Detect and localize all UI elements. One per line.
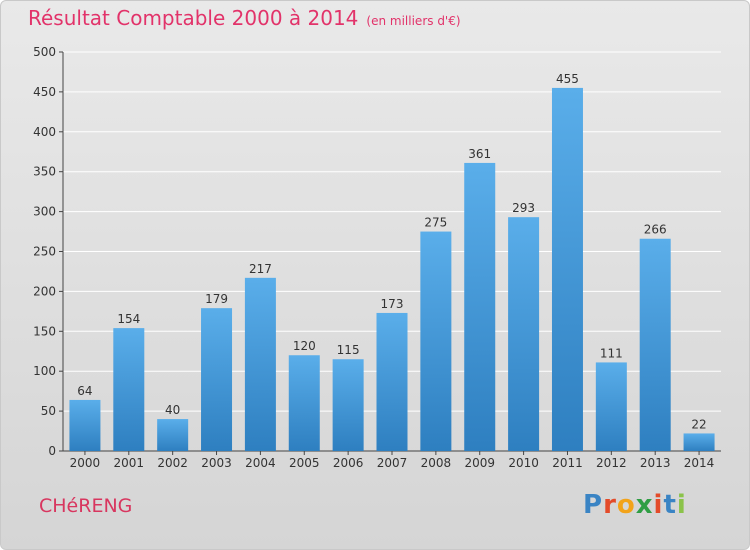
- x-tick-labels: 2000 2001 2002 2003 2004 2005 2006 2007 2008 2009…: [70, 451, 715, 470]
- logo-letter: t: [663, 490, 677, 520]
- data-label: 120: [293, 339, 316, 353]
- x-tick-label: 2006: [333, 456, 364, 470]
- bar: [683, 433, 715, 451]
- bars: [69, 87, 715, 451]
- logo-letter: o: [616, 490, 636, 520]
- y-tick-label: 200: [33, 284, 56, 298]
- data-label: 64: [77, 384, 92, 398]
- data-label: 22: [691, 417, 706, 431]
- y-tick-label: 500: [33, 45, 56, 59]
- data-label: 293: [512, 201, 535, 215]
- x-tick-label: 2002: [157, 456, 188, 470]
- chart-title: Résultat Comptable 2000 à 2014 (en millie…: [28, 6, 461, 30]
- bar: [332, 359, 364, 451]
- bar: [244, 277, 276, 451]
- data-label: 266: [644, 223, 667, 237]
- data-label: 115: [337, 343, 360, 357]
- data-label: 455: [556, 72, 579, 86]
- x-tick-label: 2001: [114, 456, 145, 470]
- bar: [464, 162, 496, 451]
- data-label: 179: [205, 292, 228, 306]
- bar: [508, 217, 540, 451]
- x-tick-label: 2008: [421, 456, 452, 470]
- chart-unit: (en milliers d'€): [366, 14, 461, 28]
- x-tick-label: 2004: [245, 456, 276, 470]
- y-tick-label: 0: [48, 444, 56, 458]
- commune-name: CHéRENG: [39, 495, 133, 517]
- x-tick-label: 2013: [640, 456, 671, 470]
- proxiti-logo: Proxiti: [583, 490, 687, 520]
- logo-letter: x: [635, 490, 654, 520]
- bar: [288, 355, 320, 451]
- bar: [639, 238, 671, 451]
- data-label: 111: [600, 346, 623, 360]
- data-label: 173: [381, 297, 404, 311]
- data-label: 40: [165, 403, 180, 417]
- logo-letter: i: [653, 490, 664, 520]
- x-tick-label: 2012: [596, 456, 627, 470]
- data-labels: 64 154 40 179 217 120 115 173 275 361 293 455 111 266…: [77, 72, 706, 432]
- y-tick-label: 250: [33, 245, 56, 259]
- y-tick-label: 350: [33, 165, 56, 179]
- x-tick-label: 2000: [70, 456, 101, 470]
- bar: [595, 362, 627, 451]
- x-tick-label: 2005: [289, 456, 320, 470]
- data-label: 154: [117, 312, 140, 326]
- chart-title-text: Résultat Comptable 2000 à 2014: [28, 6, 359, 30]
- y-tick-label: 50: [41, 404, 56, 418]
- y-tick-label: 100: [33, 364, 56, 378]
- y-tick-labels: 0 50 100 150 200 250 300 350 400 450 500: [33, 45, 56, 458]
- data-label: 217: [249, 262, 272, 276]
- bar: [157, 419, 189, 451]
- y-tick-label: 300: [33, 205, 56, 219]
- bar: [69, 399, 101, 451]
- bar: [201, 308, 233, 451]
- bar: [376, 312, 408, 451]
- bar: [551, 87, 583, 451]
- logo-letter: i: [676, 490, 687, 520]
- x-tick-label: 2003: [201, 456, 232, 470]
- logo-letter: P: [583, 490, 604, 520]
- data-label: 361: [468, 147, 491, 161]
- bar: [420, 231, 452, 451]
- x-tick-label: 2010: [508, 456, 539, 470]
- bar: [113, 328, 145, 451]
- x-tick-label: 2014: [684, 456, 715, 470]
- y-tick-label: 150: [33, 324, 56, 338]
- y-tick-label: 450: [33, 85, 56, 99]
- x-tick-label: 2009: [464, 456, 495, 470]
- x-tick-label: 2011: [552, 456, 583, 470]
- logo-letter: r: [603, 490, 617, 520]
- x-tick-label: 2007: [377, 456, 408, 470]
- data-label: 275: [424, 216, 447, 230]
- y-tick-label: 400: [33, 125, 56, 139]
